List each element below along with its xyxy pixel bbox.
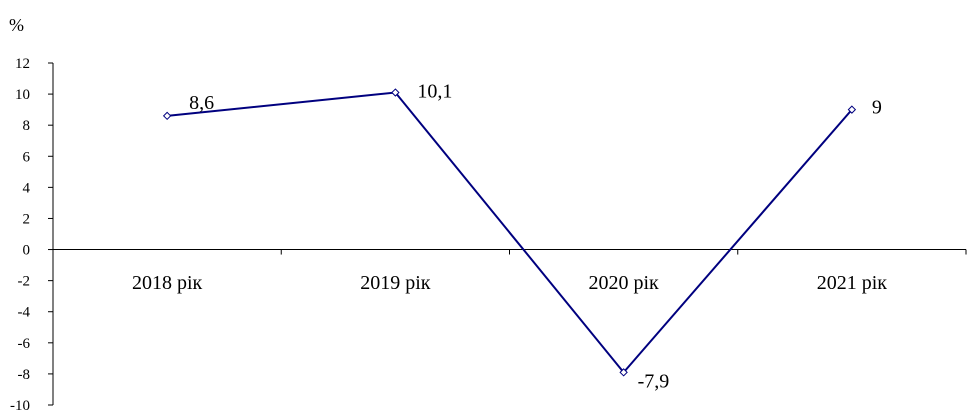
y-axis-ticks: 12 10 8 6 4 2 0 -2 -4 -6 -8 -10 (10, 56, 53, 411)
data-point-marker (391, 88, 400, 97)
x-category-label: 2018 рік (132, 272, 203, 294)
y-tick-label: -10 (10, 398, 30, 411)
data-label: 9 (872, 97, 882, 119)
series-layer (162, 88, 857, 377)
y-tick-label: -6 (18, 336, 31, 352)
data-point-marker (847, 105, 857, 114)
y-tick-label: -4 (18, 305, 31, 321)
y-tick-label: 0 (23, 243, 31, 259)
x-category-label: 2019 рік (360, 272, 431, 294)
x-category-label: 2021 рік (817, 272, 888, 294)
y-tick-label: 12 (15, 56, 30, 72)
y-tick-label: 6 (23, 149, 31, 165)
y-tick-label: -8 (18, 367, 31, 383)
y-tick-label: 4 (23, 180, 31, 196)
data-label: 10,1 (417, 81, 452, 103)
data-point-marker (162, 111, 172, 121)
data-label-layer: 8,6 10,1 -7,9 9 (189, 81, 882, 393)
data-label: 8,6 (189, 92, 214, 114)
y-unit-label: % (9, 15, 24, 35)
y-tick-label: 10 (15, 87, 30, 103)
data-label: -7,9 (638, 370, 670, 392)
x-axis-ticks: 2018 рік 2019 рік 2020 рік 2021 рік (52, 249, 967, 294)
series-line (167, 91, 853, 374)
y-tick-label: 2 (23, 211, 31, 227)
y-tick-label: -2 (18, 274, 31, 290)
y-tick-label: 8 (23, 118, 31, 134)
data-point-marker (619, 368, 628, 377)
x-category-label: 2020 рік (588, 272, 659, 294)
